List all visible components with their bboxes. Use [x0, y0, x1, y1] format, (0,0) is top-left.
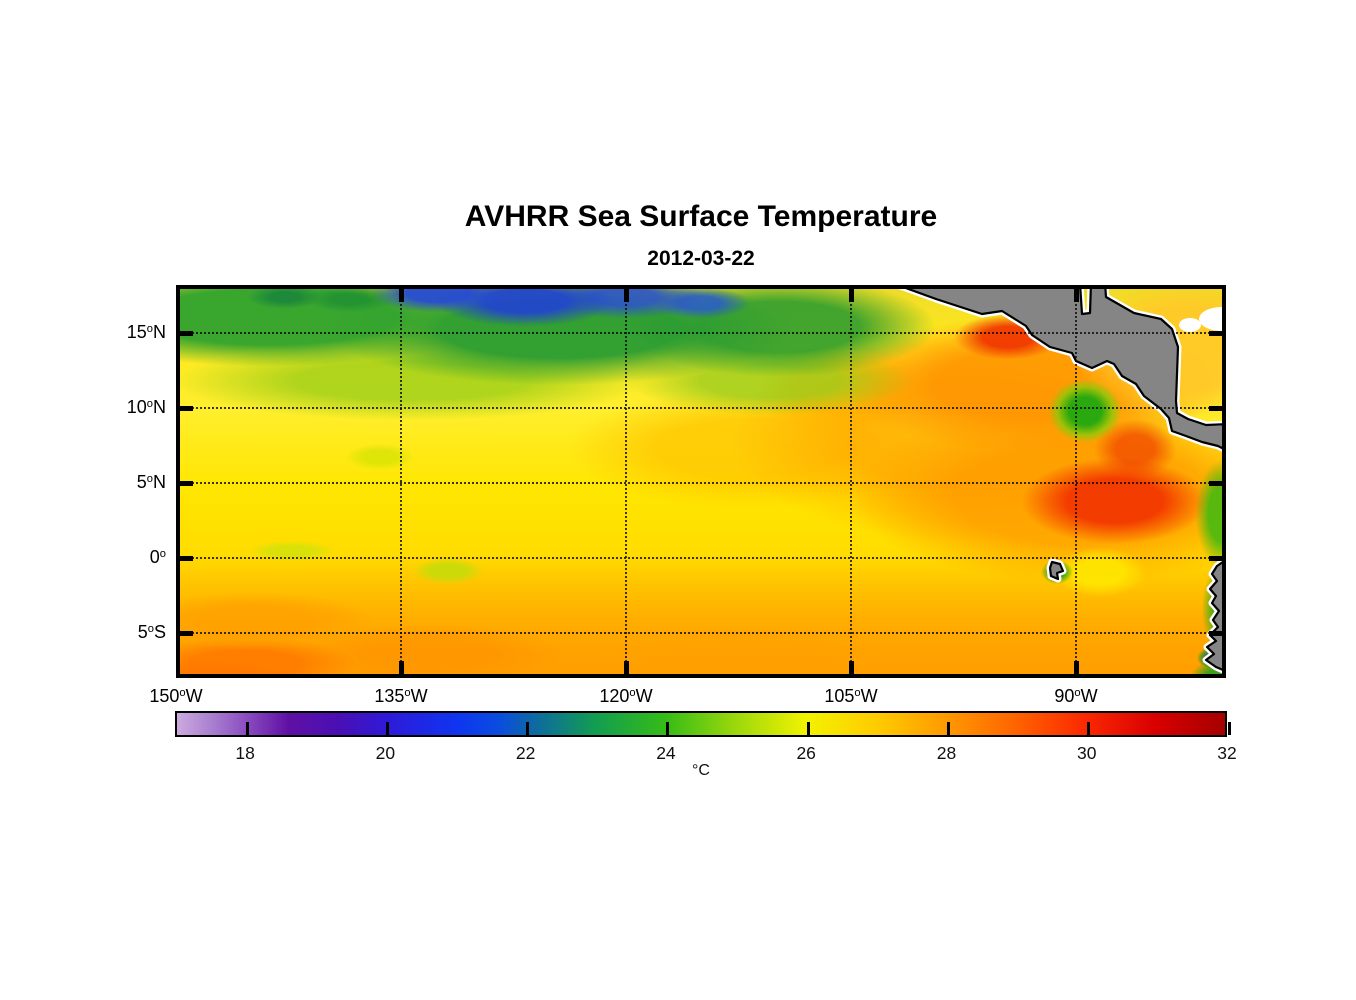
sst-map: [176, 285, 1226, 678]
tick-bottom: [848, 661, 854, 674]
tick-left: [180, 555, 193, 561]
x-tick-label: 105oW: [824, 686, 878, 706]
y-tick-label: 5oS: [137, 622, 166, 642]
colorbar-tick: [1227, 722, 1231, 735]
land-overlay: [898, 289, 1222, 674]
tick-right: [1209, 480, 1222, 486]
colorbar-tick-label: 20: [375, 743, 396, 763]
colorbar-tick-label: 26: [796, 743, 816, 763]
y-tick-label: 0o: [149, 547, 166, 567]
tick-top: [1073, 289, 1079, 302]
tick-top: [623, 289, 629, 302]
tick-top: [848, 289, 854, 302]
y-tick-label: 10oN: [126, 397, 166, 417]
x-tick-label: 120oW: [599, 686, 653, 706]
colorbar-units: °C: [692, 762, 710, 779]
tick-bottom: [398, 661, 404, 674]
colorbar-gradient: [175, 711, 1231, 737]
x-tick-label: 90oW: [1054, 686, 1098, 706]
colorbar-tick-label: 32: [1217, 743, 1237, 763]
tick-top: [398, 289, 404, 302]
tick-left: [180, 630, 193, 636]
colorbar-tick: [946, 722, 950, 735]
gridline-vertical: [1075, 289, 1077, 674]
gridline-horizontal: [180, 407, 1222, 409]
colorbar-tick-label: 22: [515, 743, 536, 763]
tick-bottom: [623, 661, 629, 674]
tick-bottom: [1073, 661, 1079, 674]
tick-right: [1209, 630, 1222, 636]
colorbar-tick: [1087, 722, 1091, 735]
colorbar-tick: [385, 722, 389, 735]
tick-right: [1209, 330, 1222, 336]
tick-right: [1209, 555, 1222, 561]
tick-left: [180, 480, 193, 486]
land-galapagos: [1048, 560, 1065, 581]
grid-layer: [180, 289, 1222, 674]
colorbar-tick: [245, 722, 249, 735]
cloud-gap: [1199, 307, 1222, 331]
chart-subtitle: 2012-03-22: [647, 247, 755, 270]
gridline-vertical: [625, 289, 627, 674]
colorbar-tick-label: 30: [1076, 743, 1097, 763]
gridline-horizontal: [180, 332, 1222, 334]
tick-left: [180, 405, 193, 411]
colorbar-tick: [666, 722, 670, 735]
x-tick-label: 135oW: [374, 686, 428, 706]
land-south-america: [1204, 561, 1222, 671]
tick-left: [180, 330, 193, 336]
gridline-horizontal: [180, 632, 1222, 634]
gridline-horizontal: [180, 482, 1222, 484]
chart-title: AVHRR Sea Surface Temperature: [464, 200, 938, 233]
gridline-horizontal: [180, 557, 1222, 559]
colorbar-tick-label: 24: [656, 743, 676, 763]
x-tick-label: 150oW: [149, 686, 203, 706]
gridline-vertical: [400, 289, 402, 674]
gridline-vertical: [850, 289, 852, 674]
colorbar-tick-label: 28: [936, 743, 957, 763]
colorbar-tick: [526, 722, 530, 735]
cloud-gap: [1179, 318, 1201, 332]
y-tick-label: 15oN: [126, 322, 166, 342]
y-tick-label: 5oN: [136, 472, 166, 492]
tick-right: [1209, 405, 1222, 411]
sst-field: [180, 289, 1222, 674]
land-central-america: [905, 289, 1222, 450]
colorbar-tick-label: 18: [235, 743, 255, 763]
colorbar-tick: [806, 722, 810, 735]
